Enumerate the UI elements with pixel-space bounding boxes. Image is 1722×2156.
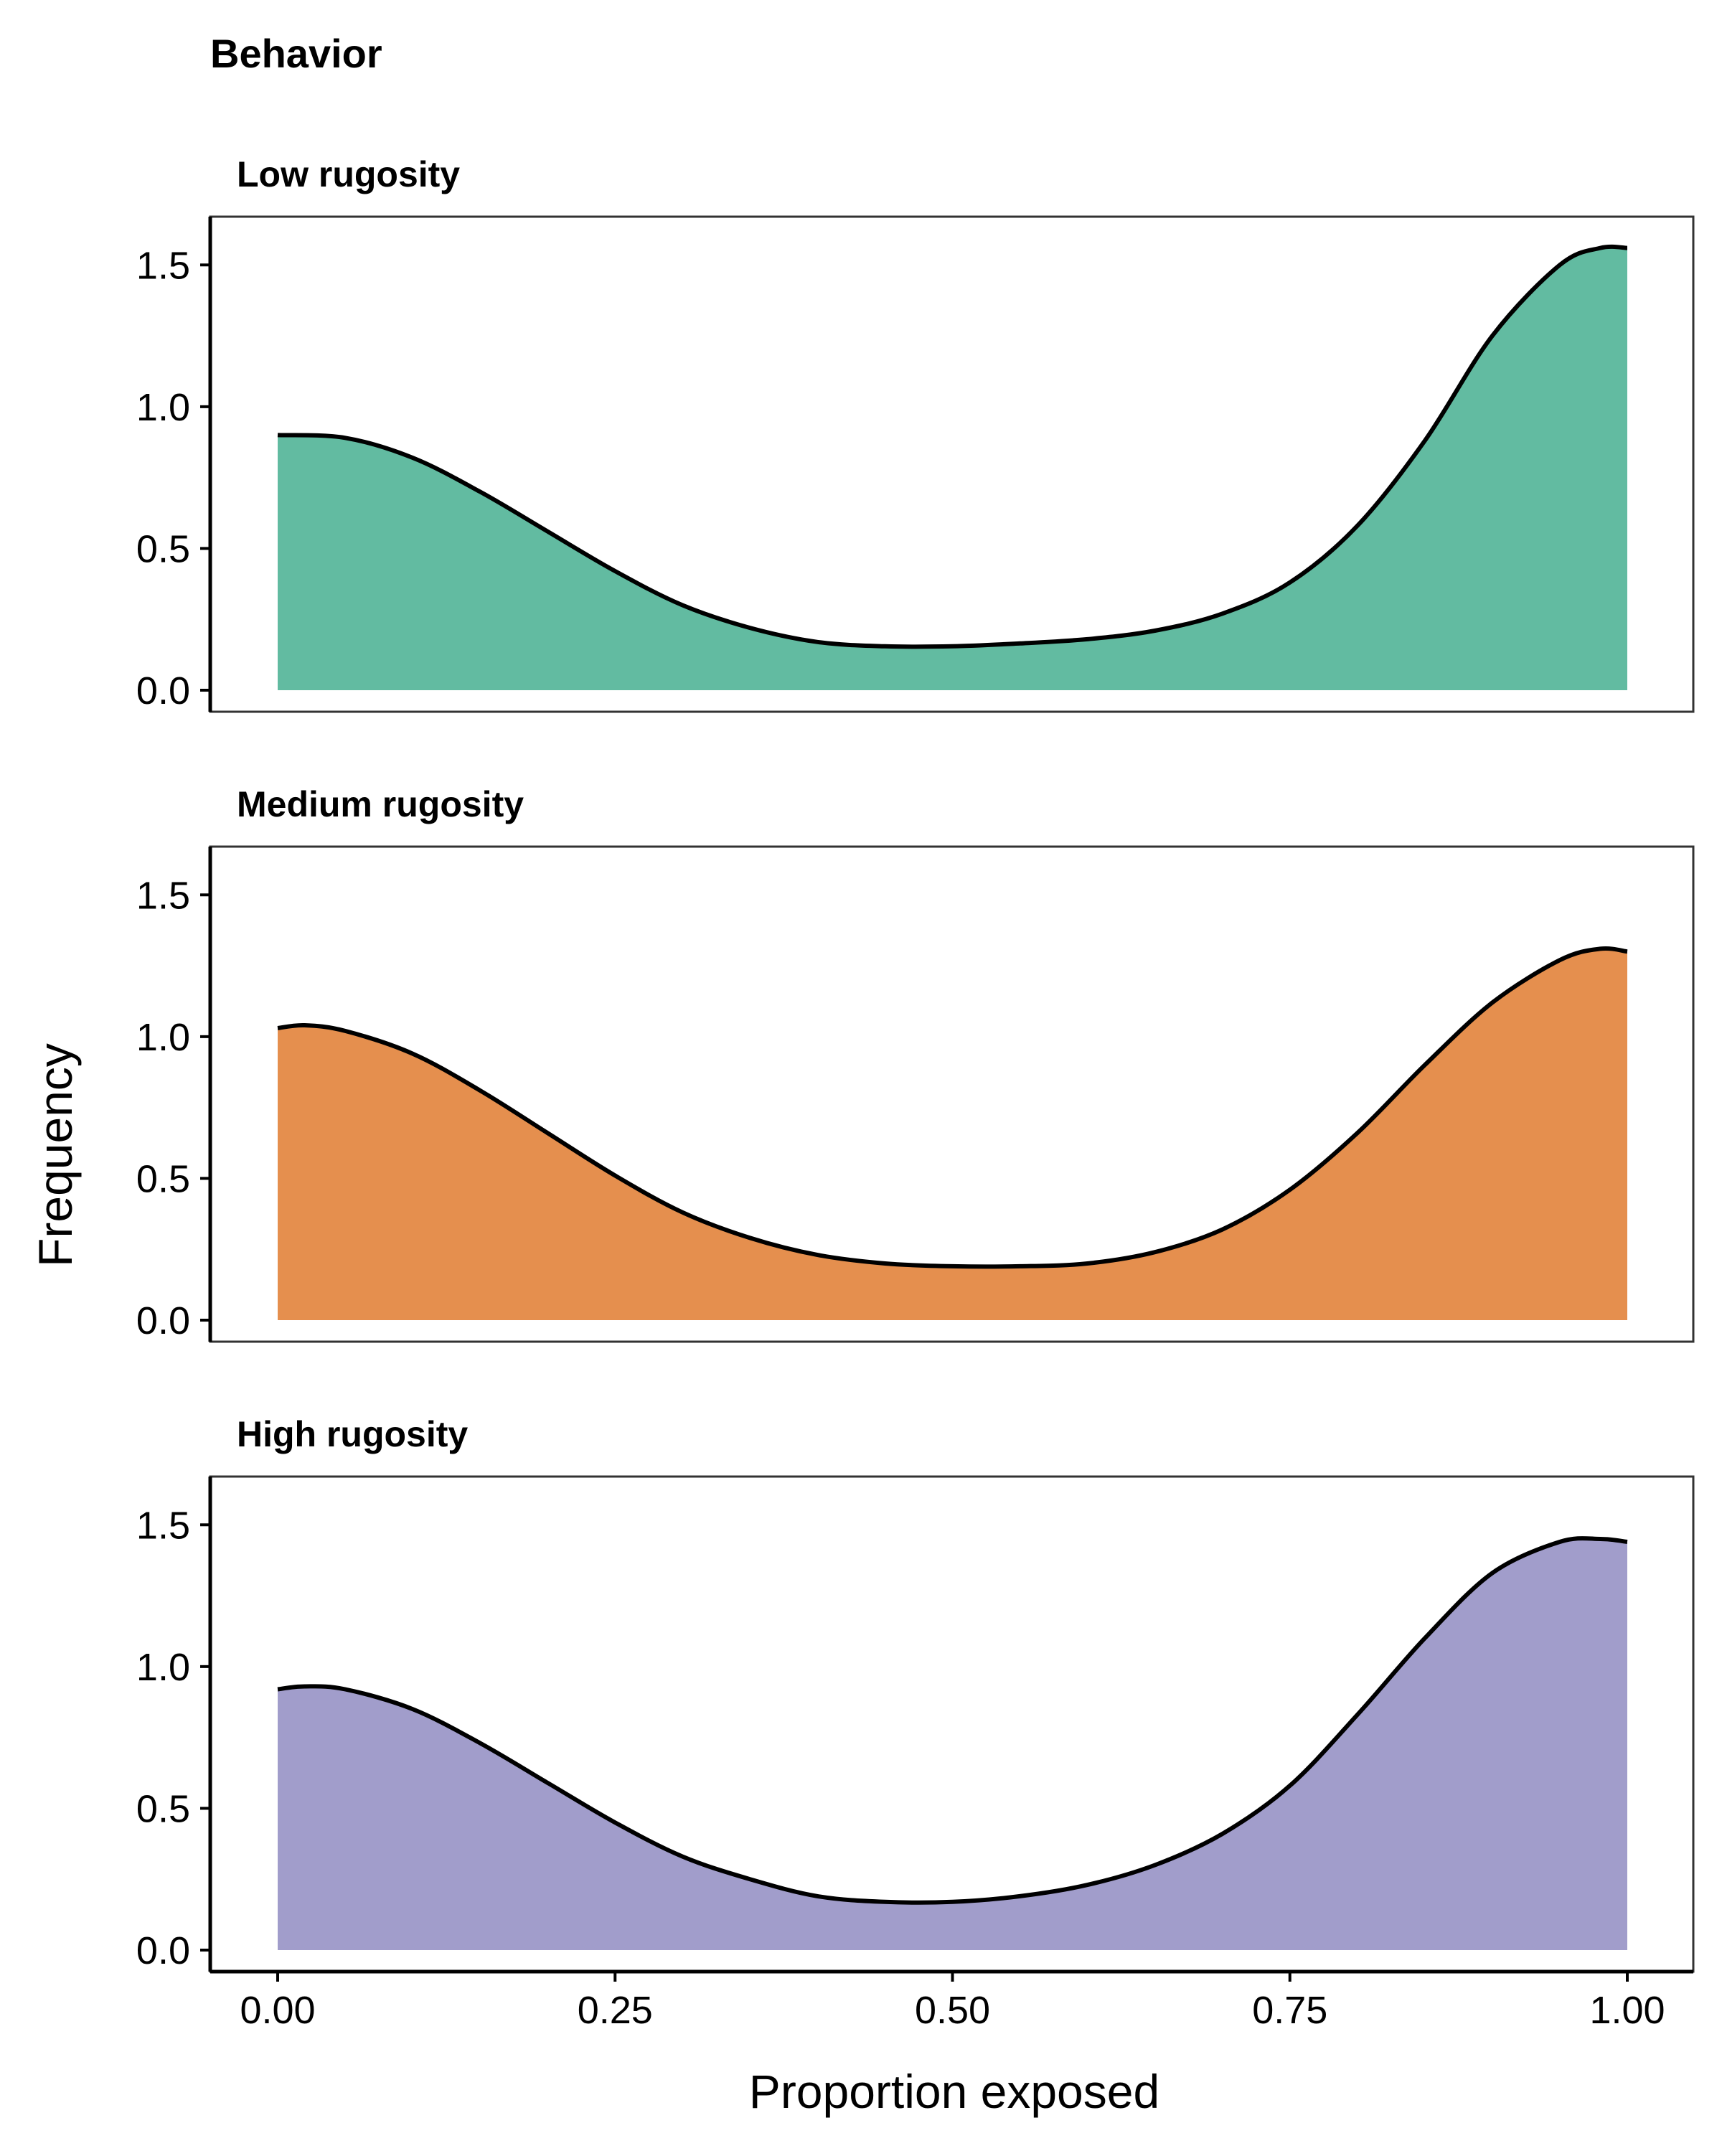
panel-title: High rugosity — [237, 1414, 468, 1454]
panel-2: Medium rugosity 0.0 0.5 1.0 1.5 — [136, 784, 1695, 1343]
density-area — [278, 1538, 1627, 1950]
y-tick-label: 1.0 — [136, 386, 190, 429]
x-tick-label: 0.00 — [240, 1989, 315, 2032]
y-tick-label: 1.0 — [136, 1646, 190, 1689]
panel-3: High rugosity 0.0 0.5 1.0 1.5 0.00 0.25 0.50 0.7… — [136, 1414, 1695, 2032]
density-area — [278, 948, 1627, 1320]
y-tick-label: 0.5 — [136, 527, 190, 570]
panel-title: Medium rugosity — [237, 784, 524, 824]
plot-title: Behavior — [210, 31, 382, 76]
y-tick-label: 0.0 — [136, 1929, 190, 1972]
y-tick-label: 1.5 — [136, 244, 190, 287]
density-line — [277, 1536, 1628, 1905]
x-tick-label: 0.75 — [1252, 1989, 1327, 2032]
panel-1: Low rugosity 0.0 0.5 1.0 1.5 — [136, 154, 1695, 713]
density-line — [277, 946, 1628, 1269]
x-tick-label: 0.50 — [915, 1989, 990, 2032]
y-tick-label: 1.5 — [136, 874, 190, 917]
y-tick-label: 0.5 — [136, 1157, 190, 1200]
x-tick-label: 0.25 — [578, 1989, 653, 2032]
density-line — [277, 244, 1628, 649]
density-area — [278, 246, 1627, 690]
panel-title: Low rugosity — [237, 154, 460, 194]
x-tick-label: 1.00 — [1589, 1989, 1665, 2032]
y-tick-label: 0.5 — [136, 1787, 190, 1830]
y-axis-title: Frequency — [29, 1043, 82, 1267]
x-axis-title: Proportion exposed — [749, 2065, 1159, 2118]
y-tick-label: 0.0 — [136, 669, 190, 712]
y-tick-label: 0.0 — [136, 1299, 190, 1342]
y-tick-label: 1.5 — [136, 1504, 190, 1547]
y-tick-label: 1.0 — [136, 1016, 190, 1059]
panels: Low rugosity 0.0 0.5 1.0 1.5 Medium rugosity 0… — [136, 154, 1695, 2032]
